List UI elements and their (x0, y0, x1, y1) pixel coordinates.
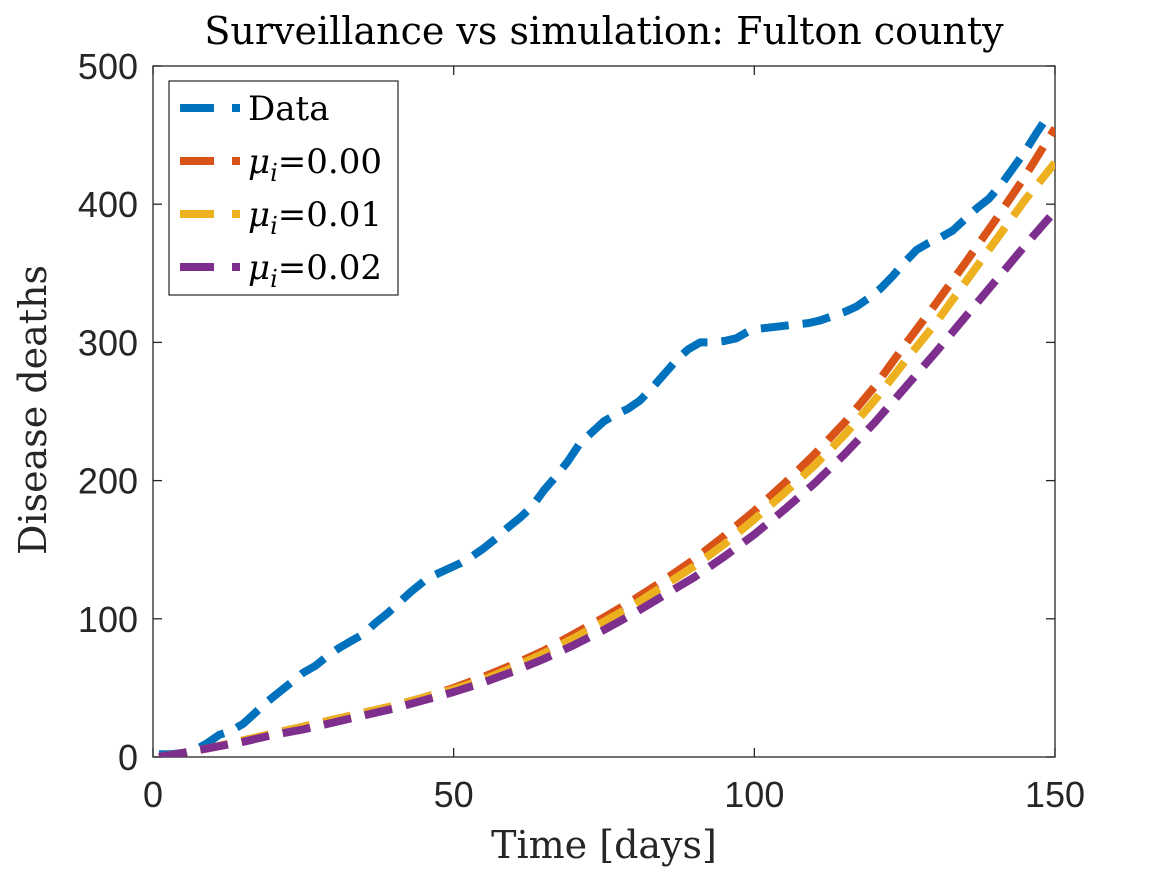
series-line-0 (159, 112, 1053, 757)
y-tick-label: 0 (118, 737, 138, 778)
legend-label: μi=0.02 (248, 248, 382, 293)
axis-ticks: 0 50 100 150 0 100 200 300 400 500 (78, 46, 1085, 815)
legend-label: μi=0.01 (248, 195, 382, 240)
series-line-3 (158, 208, 1055, 757)
x-tick-label: 150 (1025, 774, 1085, 815)
legend-label-main: μ (248, 142, 270, 182)
x-tick-label: 100 (724, 774, 784, 815)
chart-title: Surveillance vs simulation: Fulton count… (204, 9, 1004, 53)
y-tick-label: 100 (78, 599, 138, 640)
legend-label-main: μ (248, 195, 270, 235)
legend-label: Data (248, 89, 329, 129)
y-tick-label: 300 (78, 322, 138, 363)
x-tick-label: 50 (434, 774, 474, 815)
legend-item-1: μi=0.00 (180, 142, 382, 187)
legend-label-subscript: i (270, 265, 278, 293)
x-tick-label: 0 (143, 774, 163, 815)
legend-label-main: μ (248, 248, 270, 288)
legend-label-value: =0.00 (278, 142, 382, 182)
y-axis-label: Disease deaths (11, 265, 55, 555)
y-tick-label: 400 (78, 184, 138, 225)
legend-label-main: Data (248, 89, 329, 129)
legend-label-value: =0.02 (278, 248, 382, 288)
legend-label-subscript: i (270, 159, 278, 187)
series-lines (158, 112, 1055, 757)
legend-item-3: μi=0.02 (180, 248, 382, 293)
y-tick-label: 200 (78, 461, 138, 502)
legend-item-2: μi=0.01 (180, 195, 382, 240)
legend-label-subscript: i (270, 212, 278, 240)
legend-item-0: Data (180, 89, 329, 129)
legend-label-value: =0.01 (278, 195, 382, 235)
x-axis-label: Time [days] (491, 823, 717, 867)
legend-box (168, 80, 399, 296)
legend-label: μi=0.00 (248, 142, 382, 187)
y-tick-label: 500 (78, 46, 138, 87)
